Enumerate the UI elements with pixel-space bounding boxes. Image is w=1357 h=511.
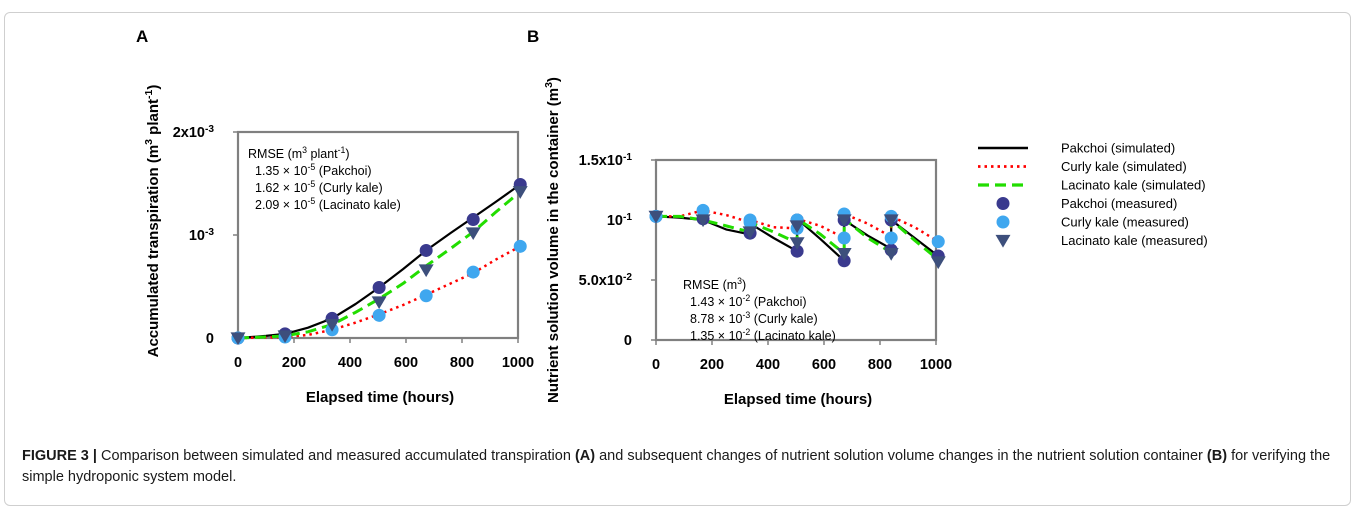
- panel-b-data-point: [931, 235, 945, 249]
- panel-a-data-point: [513, 239, 527, 253]
- panel-a-x-tick-label: 1000: [502, 355, 534, 371]
- panel-a-x-tick-label: 400: [338, 355, 362, 371]
- panel-a-data-point: [230, 332, 246, 346]
- panel-b-data-point: [648, 210, 664, 224]
- legend-label: Pakchoi (measured): [1061, 196, 1177, 211]
- figure-chart-canvas: A 0 200 400 600 800 1000 0 10-3 2x10-3 Elapsed tim…: [136, 27, 1208, 408]
- panel-a-rmse-value: 2.09 × 10-5 (Lacinato kale): [255, 196, 401, 212]
- panel-a-rmse-value: 1.35 × 10-5 (Pakchoi): [255, 162, 372, 178]
- panel-a-x-tick-label: 0: [234, 355, 242, 371]
- caption-part: (B): [1206, 448, 1228, 464]
- caption-part: Comparison between simulated and measure…: [96, 448, 575, 464]
- panel-b-x-tick-label: 800: [868, 357, 892, 373]
- caption-label: FIGURE 3 |: [22, 448, 97, 464]
- panel-a-rmse-value: 1.62 × 10-5 (Curly kale): [255, 179, 383, 195]
- panel-a-data-point: [419, 289, 433, 303]
- panel-b-data-point: [884, 231, 898, 245]
- legend-marker-swatch: [996, 197, 1010, 210]
- legend-label: Pakchoi (simulated): [1061, 141, 1175, 156]
- legend-label: Curly kale (measured): [1061, 215, 1189, 230]
- panel-a-x-tick-label: 800: [450, 355, 474, 371]
- panel-b-y-tick-label: 5.0x10-2: [579, 272, 633, 290]
- panel-b-y-tick-label: 1.5x10-1: [579, 152, 633, 170]
- panel-a-data-point: [372, 308, 386, 322]
- panel-a-data-point: [466, 213, 480, 227]
- panel-b-data-point: [837, 254, 851, 268]
- panel-b-x-tick-label: 400: [756, 357, 780, 373]
- panel-a-data-point: [277, 330, 293, 344]
- panel-a-data-point: [418, 264, 434, 278]
- panel-a-y-tick-label: 10-3: [189, 227, 215, 245]
- legend-marker-swatch: [996, 215, 1010, 229]
- panel-b-data-point: [836, 247, 852, 261]
- panel-b-rmse-value: 1.35 × 10-2 (Lacinato kale): [690, 327, 836, 343]
- panel-a-data-point: [466, 265, 480, 279]
- panel-b-y-axis-title: Nutrient solution volume in the containe…: [543, 77, 562, 403]
- caption-part: and subsequent changes of nutrient solut…: [595, 448, 1207, 464]
- legend-label: Curly kale (simulated): [1061, 159, 1187, 174]
- figure-frame: [4, 12, 1351, 506]
- panel-b-y-tick-label: 10-1: [607, 212, 633, 230]
- panel-b-rmse-header: RMSE (m3): [683, 276, 746, 292]
- panel-b-data-point: [789, 237, 805, 250]
- panel-b-data-point: [837, 231, 851, 245]
- panel-b-data-point: [790, 244, 804, 258]
- panel-b-x-tick-label: 1000: [920, 357, 952, 373]
- panel-b-data-point: [789, 220, 805, 234]
- panel-b-x-tick-label: 0: [652, 357, 660, 373]
- panel-b-data-point: [883, 214, 899, 228]
- panel-b-rmse-value: 1.43 × 10-2 (Pakchoi): [690, 293, 807, 309]
- panel-b-letter: B: [527, 27, 539, 46]
- panel-b-data-point: [883, 247, 899, 261]
- panel-b-data-point: [696, 203, 710, 217]
- caption-part: for verifying the simple hydroponic syst…: [22, 448, 1331, 485]
- panel-a-data-point: [419, 243, 433, 257]
- panel-b-data-point: [695, 214, 711, 228]
- panel-a-letter: A: [136, 27, 148, 46]
- panel-b-x-tick-label: 200: [700, 357, 724, 373]
- caption-part: (A): [574, 448, 596, 464]
- panel-b-y-tick-label: 0: [624, 333, 632, 349]
- panel-a-x-tick-label: 600: [394, 355, 418, 371]
- caption-body: Comparison between simulated and measure…: [22, 448, 1330, 485]
- legend-label: Lacinato kale (measured): [1061, 233, 1208, 248]
- panel-a-rmse-header: RMSE (m3 plant-1): [248, 145, 350, 161]
- panel-b-x-axis-title: Elapsed time (hours): [724, 391, 872, 408]
- panel-b-x-tick-label: 600: [812, 357, 836, 373]
- panel-a-y-tick-label: 2x10-3: [173, 124, 215, 142]
- panel-b-rmse-value: 8.78 × 10-3 (Curly kale): [690, 310, 818, 326]
- panel-a-data-point: [512, 186, 528, 199]
- panel-a-data-point: [371, 296, 387, 310]
- panel-a-data-point: [465, 227, 481, 241]
- panel-b-data-point: [743, 215, 757, 229]
- figure-caption: FIGURE 3 | Comparison between simulated …: [22, 446, 1342, 488]
- panel-b-data-point: [836, 214, 852, 228]
- panel-a-x-tick-label: 200: [282, 355, 306, 371]
- legend-marker-swatch: [995, 234, 1011, 248]
- panel-b-data-point: [930, 256, 946, 270]
- panel-a-x-axis-title: Elapsed time (hours): [306, 389, 454, 406]
- panel-b-data-point: [742, 226, 758, 240]
- panel-a-data-point: [324, 319, 340, 332]
- panel-a-y-axis-title: Accumulated transpiration (m3 plant-1): [143, 85, 162, 358]
- panel-a-y-tick-label: 0: [206, 331, 214, 347]
- panel-a-data-point: [372, 281, 386, 295]
- legend-label: Lacinato kale (simulated): [1061, 178, 1206, 193]
